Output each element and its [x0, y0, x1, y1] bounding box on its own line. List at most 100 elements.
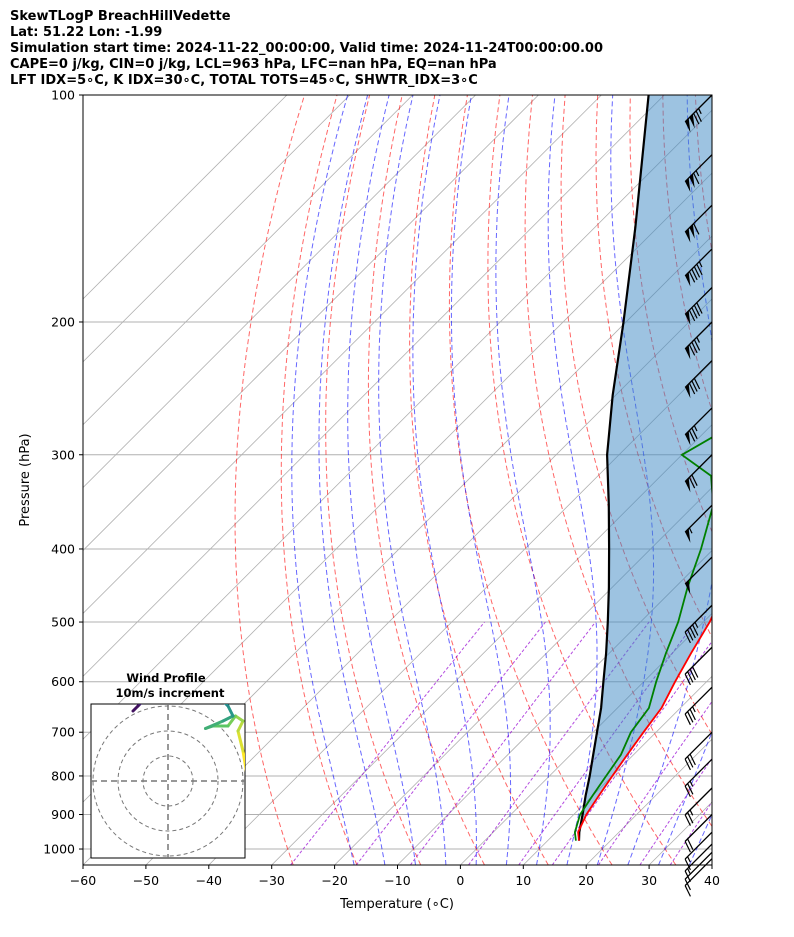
isotherm-line	[83, 95, 539, 552]
wind-barb	[684, 758, 713, 798]
barb-half-feather	[692, 706, 696, 713]
x-tick-label: 20	[578, 873, 594, 888]
barb-staff	[684, 731, 713, 760]
barb-staff	[684, 360, 713, 388]
barb-feather	[689, 626, 696, 639]
moist-adiabat	[412, 95, 477, 865]
barb-feather	[693, 223, 700, 235]
cin-shading	[578, 95, 712, 841]
barb-feather	[688, 382, 696, 395]
mixing-ratio-line	[409, 621, 596, 865]
indices-text-2: LFT IDX=5∘C, K IDX=30∘C, TOTAL TOTS=45∘C…	[10, 73, 478, 88]
barb-staff	[684, 204, 713, 233]
barb-half-feather	[696, 336, 700, 343]
barb-staff	[684, 504, 713, 533]
y-axis-label: Pressure (hPa)	[18, 433, 33, 526]
barb-feather	[688, 430, 696, 442]
chart-title: SkewTLogP BreachHillVedette	[10, 9, 231, 24]
isotherm-line	[334, 487, 712, 865]
wind-barb	[684, 604, 713, 644]
wind-barb	[684, 851, 713, 891]
barb-flag	[685, 118, 691, 133]
barb-flag	[689, 114, 695, 129]
barb-feather	[689, 753, 696, 766]
dry-adiabat	[280, 95, 358, 865]
barb-half-feather	[695, 170, 700, 177]
wind-barb	[684, 154, 713, 193]
wind-barb	[684, 556, 713, 595]
isotherm-line	[83, 95, 602, 614]
x-tick-label: −30	[259, 873, 285, 888]
y-tick-label: 600	[51, 674, 75, 689]
barb-feather	[696, 263, 703, 276]
isotherm-line	[271, 424, 712, 865]
x-tick-label: −20	[321, 873, 347, 888]
barb-staff	[684, 454, 713, 483]
barb-flag	[685, 528, 691, 543]
x-tick-label: 30	[641, 873, 657, 888]
barb-feather	[691, 268, 698, 281]
barb-staff	[684, 604, 713, 633]
wind-barb	[684, 94, 713, 133]
barb-feather	[693, 113, 700, 125]
y-tick-label: 800	[51, 768, 75, 783]
barb-feather	[689, 668, 696, 681]
barb-half-feather	[693, 425, 698, 432]
moist-adiabat	[495, 95, 551, 865]
y-tick-label: 700	[51, 725, 75, 740]
dry-adiabat	[409, 95, 549, 865]
y-tick-label: 1000	[43, 842, 75, 857]
isotherm-line	[145, 298, 712, 865]
barb-staff	[684, 814, 713, 842]
moist-adiabat	[450, 95, 512, 865]
barb-staff	[684, 831, 713, 860]
hodograph-trace	[241, 749, 245, 773]
barb-staff	[684, 321, 713, 350]
barb-staff	[684, 851, 713, 880]
wind-barb	[684, 831, 713, 871]
barb-feather	[691, 307, 698, 319]
moist-adiabat	[347, 95, 416, 865]
barb-flag	[685, 310, 691, 326]
x-tick-label: 40	[704, 873, 720, 888]
wind-barb	[684, 287, 713, 326]
isotherm-line	[523, 675, 712, 865]
wind-barb	[684, 646, 713, 686]
barb-staff	[684, 787, 713, 816]
barb-feather	[687, 812, 694, 824]
wind-barb	[684, 504, 713, 543]
x-tick-label: −60	[70, 873, 96, 888]
y-tick-label: 500	[51, 615, 75, 630]
wind-barb	[684, 248, 713, 287]
wind-barb	[684, 858, 713, 897]
wind-barb	[684, 360, 713, 399]
barb-feather	[693, 304, 701, 317]
barb-feather	[684, 758, 691, 771]
x-tick-label: −10	[384, 873, 410, 888]
barb-staff	[684, 407, 713, 436]
barb-staff	[684, 843, 713, 872]
barb-feather	[693, 339, 701, 351]
wind-barb	[684, 321, 713, 360]
mixing-ratio-line	[597, 700, 712, 865]
barb-staff	[684, 287, 713, 315]
barb-half-feather	[687, 868, 691, 875]
x-tick-label: 0	[456, 873, 464, 888]
barb-feather	[693, 266, 701, 278]
barb-feather	[687, 756, 694, 768]
isotherm-line	[460, 612, 712, 865]
barb-half-feather	[698, 261, 703, 268]
barb-feather	[688, 344, 696, 356]
x-tick-label: −40	[196, 873, 222, 888]
location-text: Lat: 51.22 Lon: -1.99	[10, 25, 163, 40]
barb-flag	[685, 478, 691, 493]
barb-feather	[684, 878, 691, 891]
barb-feather	[691, 427, 698, 440]
barb-flag	[685, 228, 691, 243]
x-axis-label: Temperature (∘C)	[339, 897, 454, 912]
temperature-line	[577, 614, 712, 841]
y-tick-label: 300	[51, 447, 75, 462]
barb-feather	[691, 341, 698, 354]
barb-feather	[687, 783, 694, 795]
barb-half-feather	[689, 809, 694, 816]
